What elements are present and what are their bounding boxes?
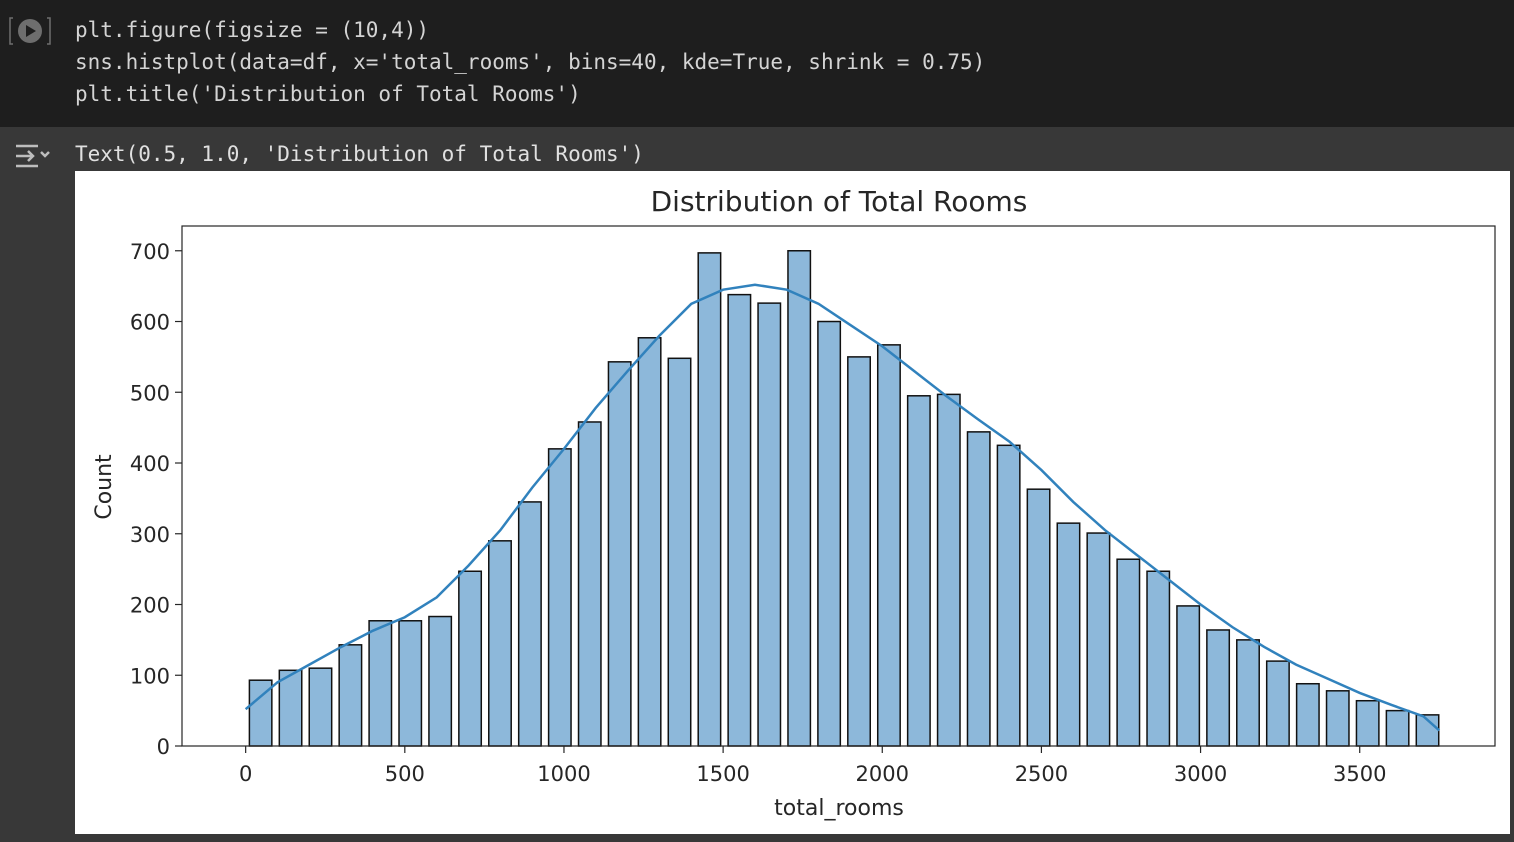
kde-line xyxy=(244,283,1441,732)
histogram-bar xyxy=(1026,488,1051,747)
histogram-chart: Distribution of Total Rooms 0 500 1000 1500… xyxy=(92,185,1496,821)
histogram-bar xyxy=(278,669,303,747)
histogram-bar xyxy=(817,320,842,747)
y-tick-label: 300 xyxy=(130,523,170,547)
histogram-bar xyxy=(368,620,393,747)
code-line: plt.figure(figsize = (10,4)) xyxy=(75,18,430,42)
histogram-bar xyxy=(398,620,423,747)
x-tick-label: 3000 xyxy=(1174,762,1227,786)
x-tick-label: 2000 xyxy=(856,762,909,786)
chart-figure: Distribution of Total Rooms 0 500 1000 1500… xyxy=(75,171,1510,834)
x-axis-label: total_rooms xyxy=(774,796,904,821)
histogram-bar xyxy=(1325,690,1350,747)
code-editor[interactable]: plt.figure(figsize = (10,4)) sns.histplot… xyxy=(75,14,985,110)
histogram-bar xyxy=(577,421,602,747)
output-collapse-icon[interactable] xyxy=(12,140,52,174)
code-cell[interactable]: plt.figure(figsize = (10,4)) sns.histplot… xyxy=(0,0,1514,127)
play-circle-icon[interactable] xyxy=(8,14,52,48)
y-tick-label: 500 xyxy=(130,381,170,405)
histogram-bar xyxy=(876,344,901,747)
histogram-bar xyxy=(637,337,662,747)
histogram-bar xyxy=(547,448,572,747)
y-axis-ticks: 0 100 200 300 400 500 600 700 xyxy=(130,240,182,759)
code-line: plt.title('Distribution of Total Rooms') xyxy=(75,82,581,106)
x-tick-label: 500 xyxy=(385,762,425,786)
histogram-bar xyxy=(1086,532,1111,747)
histogram-bar xyxy=(757,302,782,747)
y-axis-label: Count xyxy=(92,454,117,520)
histogram-bar xyxy=(1146,570,1171,747)
histogram-bar xyxy=(847,356,872,747)
histogram-bar xyxy=(1116,558,1141,747)
x-tick-label: 2500 xyxy=(1015,762,1068,786)
histogram-bar xyxy=(1265,660,1290,747)
histogram-bar xyxy=(1206,629,1231,747)
histogram-bar xyxy=(697,252,722,747)
x-tick-label: 3500 xyxy=(1333,762,1386,786)
histogram-bar xyxy=(966,431,991,747)
output-text: Text(0.5, 1.0, 'Distribution of Total Ro… xyxy=(75,142,644,166)
histogram-bar xyxy=(308,667,333,747)
y-tick-label: 400 xyxy=(130,452,170,476)
histogram-bar xyxy=(428,615,453,747)
histogram-bar xyxy=(996,444,1021,747)
histogram-bar xyxy=(1176,605,1201,747)
x-tick-label: 1500 xyxy=(696,762,749,786)
x-axis-ticks: 0 500 1000 1500 2000 2500 3000 3500 xyxy=(239,746,1386,786)
y-tick-label: 700 xyxy=(130,240,170,264)
histogram-bar xyxy=(338,644,363,747)
histogram-bar xyxy=(517,501,542,747)
histogram-bar xyxy=(936,393,961,747)
histogram-bar xyxy=(1355,699,1380,747)
histogram-bar xyxy=(458,570,483,747)
histogram-bar xyxy=(1056,522,1081,747)
histogram-bar xyxy=(906,395,931,747)
histogram-bar xyxy=(1236,639,1260,747)
chart-title: Distribution of Total Rooms xyxy=(651,185,1028,218)
histogram-bar xyxy=(1385,709,1410,747)
y-tick-label: 600 xyxy=(130,311,170,335)
axes-frame xyxy=(181,225,1496,747)
code-line: sns.histplot(data=df, x='total_rooms', b… xyxy=(75,50,986,74)
histogram-bar xyxy=(1295,682,1320,747)
y-tick-label: 200 xyxy=(130,594,170,618)
histogram-bar xyxy=(787,250,812,747)
histogram-bar xyxy=(607,361,632,747)
histogram-bar xyxy=(667,357,692,747)
histogram-bar xyxy=(727,293,752,747)
histogram-bar xyxy=(488,540,512,747)
y-tick-label: 100 xyxy=(130,664,170,688)
x-tick-label: 1000 xyxy=(537,762,590,786)
bars-group xyxy=(248,250,1440,747)
y-tick-label: 0 xyxy=(157,735,170,759)
x-tick-label: 0 xyxy=(239,762,252,786)
